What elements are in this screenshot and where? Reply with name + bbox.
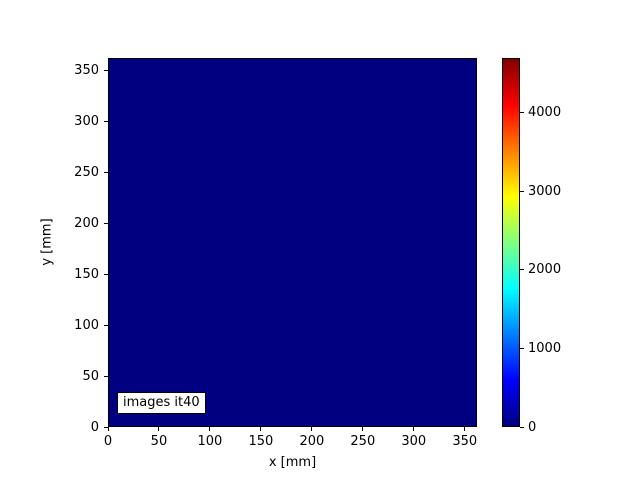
x-tick-label: 300 (401, 434, 427, 449)
colorbar-tick-label: 2000 (528, 262, 562, 278)
colorbar-tick-mark (520, 190, 524, 192)
y-tick-label: 300 (74, 113, 99, 129)
y-tick-label: 350 (74, 62, 99, 78)
colorbar-tick-mark (520, 112, 524, 114)
plot-area-heatmap (108, 58, 477, 427)
x-axis-label: x [mm] (268, 455, 317, 470)
x-tick-mark (362, 427, 364, 431)
y-tick-mark (104, 273, 108, 275)
y-tick-label: 150 (74, 266, 99, 282)
x-tick-label: 250 (350, 434, 376, 449)
annotation-images-it40: images it40 (117, 392, 206, 414)
x-tick-label: 150 (248, 434, 274, 449)
colorbar-tick-label: 3000 (528, 183, 562, 199)
x-tick-label: 50 (150, 434, 168, 449)
x-tick-mark (464, 427, 466, 431)
x-tick-mark (311, 427, 313, 431)
y-axis-label: y [mm] (39, 218, 55, 266)
colorbar-tick-label: 4000 (528, 105, 562, 121)
colorbar (502, 58, 520, 427)
y-tick-label: 250 (74, 164, 99, 180)
x-tick-mark (158, 427, 160, 431)
y-tick-label: 0 (90, 419, 99, 435)
x-tick-label: 100 (197, 434, 223, 449)
y-tick-mark (104, 222, 108, 224)
x-tick-label: 0 (103, 434, 113, 449)
colorbar-tick-mark (520, 426, 524, 428)
x-tick-label: 200 (299, 434, 325, 449)
y-tick-label: 100 (74, 317, 99, 333)
x-tick-label: 350 (452, 434, 478, 449)
y-tick-mark (104, 375, 108, 377)
y-tick-label: 50 (82, 368, 99, 384)
y-tick-label: 200 (74, 215, 99, 231)
x-tick-mark (413, 427, 415, 431)
y-tick-mark (104, 120, 108, 122)
y-tick-mark (104, 69, 108, 71)
colorbar-tick-mark (520, 269, 524, 271)
x-tick-mark (107, 427, 109, 431)
x-tick-mark (209, 427, 211, 431)
y-tick-mark (104, 324, 108, 326)
colorbar-tick-label: 0 (528, 419, 537, 435)
x-tick-mark (260, 427, 262, 431)
colorbar-tick-mark (520, 347, 524, 349)
colorbar-tick-label: 1000 (528, 340, 562, 356)
y-tick-mark (104, 426, 108, 428)
y-tick-mark (104, 171, 108, 173)
